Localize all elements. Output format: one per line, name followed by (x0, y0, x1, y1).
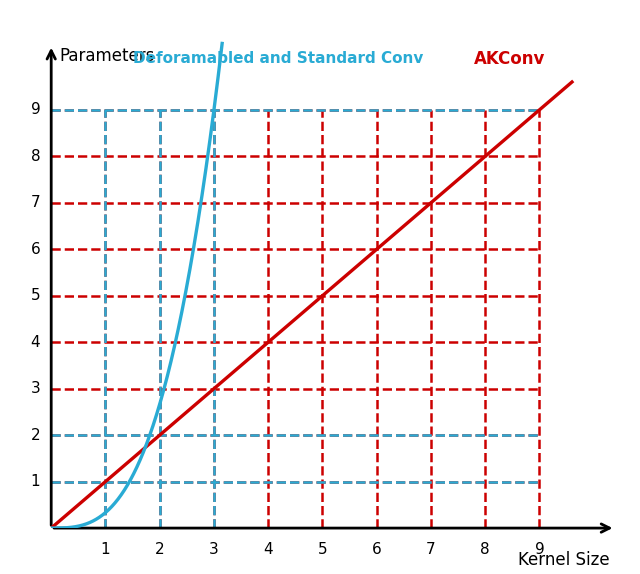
Text: 7: 7 (31, 195, 40, 210)
Text: 1: 1 (31, 474, 40, 489)
Text: 3: 3 (209, 542, 219, 557)
Text: Deforamabled and Standard Conv: Deforamabled and Standard Conv (132, 51, 423, 66)
Text: 9: 9 (534, 542, 544, 557)
Text: 8: 8 (31, 149, 40, 164)
Text: 7: 7 (426, 542, 436, 557)
Text: 2: 2 (155, 542, 164, 557)
Text: Parameters: Parameters (60, 47, 155, 65)
Text: Kernel Size: Kernel Size (518, 551, 610, 569)
Text: 6: 6 (31, 242, 40, 257)
Text: 5: 5 (31, 288, 40, 303)
Text: 6: 6 (372, 542, 381, 557)
Text: 5: 5 (317, 542, 327, 557)
Text: 1: 1 (100, 542, 110, 557)
Text: 4: 4 (264, 542, 273, 557)
Text: 9: 9 (31, 102, 40, 117)
Text: 8: 8 (481, 542, 490, 557)
Text: AKConv: AKConv (474, 50, 546, 68)
Text: 2: 2 (31, 428, 40, 443)
Text: 3: 3 (31, 381, 40, 396)
Text: 4: 4 (31, 335, 40, 350)
